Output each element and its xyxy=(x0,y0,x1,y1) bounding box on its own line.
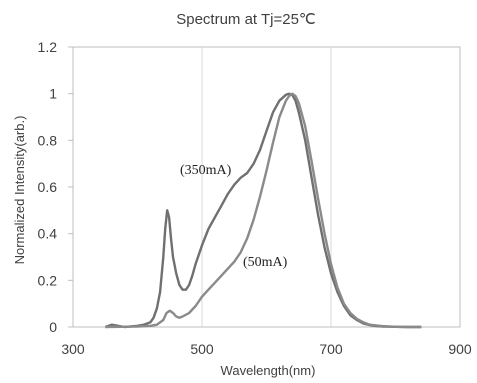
plot-frame xyxy=(72,46,461,328)
y-tick-label: 1.2 xyxy=(38,39,58,55)
y-tick-label: 0.2 xyxy=(38,272,58,288)
y-tick-label: 0.4 xyxy=(38,226,58,242)
y-tick-label: 0.6 xyxy=(38,179,58,195)
grid-lines xyxy=(68,46,461,328)
series-line-0 xyxy=(104,92,422,329)
x-tick-label: 700 xyxy=(319,341,343,357)
x-tick-label: 300 xyxy=(61,341,85,357)
y-tick-label: 0.8 xyxy=(38,132,58,148)
annotation-350ma: (350mA) xyxy=(180,163,232,178)
series-line-1 xyxy=(105,92,422,329)
y-tick-label: 0 xyxy=(49,319,57,335)
x-axis-label: Wavelength(nm) xyxy=(221,363,316,378)
y-tick-label: 1 xyxy=(49,86,57,102)
series-lines xyxy=(104,92,422,329)
tick-labels: 300 500 700 900 0 0.2 0.4 0.6 0.8 1 1.2 xyxy=(38,39,472,357)
annotation-50ma: (50mA) xyxy=(243,255,288,270)
chart-title: Spectrum at Tj=25℃ xyxy=(176,11,316,28)
y-axis-label: Normalized Intensity(arb.) xyxy=(12,116,27,265)
x-tick-label: 900 xyxy=(448,341,472,357)
x-tick-label: 500 xyxy=(190,341,214,357)
